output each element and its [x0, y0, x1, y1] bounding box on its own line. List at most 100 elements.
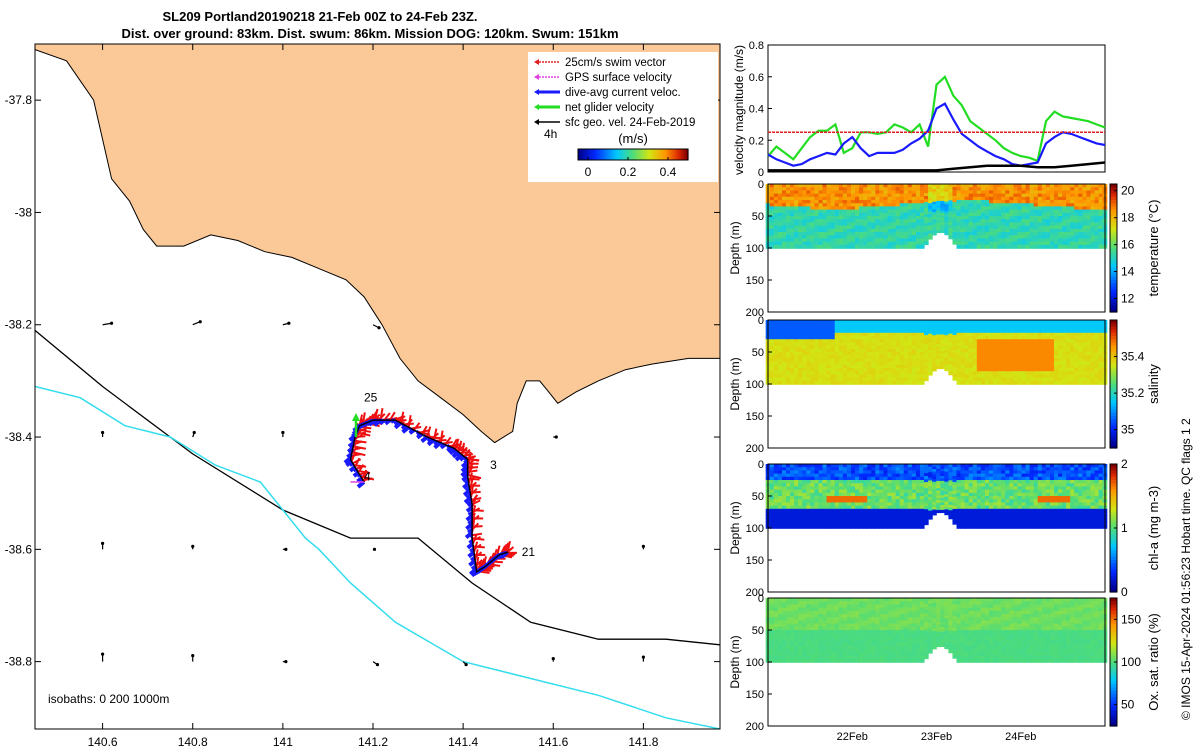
sal-panel-cell: [1037, 364, 1043, 369]
chl-panel-cell: [826, 476, 832, 481]
sal-panel-colorbar-cell: [1110, 384, 1117, 388]
chl-panel-cell: [879, 518, 884, 523]
temp-panel-cell: [907, 190, 913, 195]
sal-panel-cell: [944, 345, 949, 349]
sal-panel-cell: [924, 368, 929, 373]
sal-panel-cell: [818, 371, 824, 376]
sal-panel-cell: [1029, 326, 1035, 331]
temp-panel-cell: [786, 219, 791, 224]
temp-panel-cell: [944, 219, 949, 223]
sal-panel-cell: [997, 348, 1002, 353]
temp-panel-cell: [1013, 193, 1018, 198]
temp-panel-cell: [794, 216, 799, 220]
temp-panel-cell: [777, 209, 783, 214]
temp-panel-cell: [911, 216, 917, 220]
temp-panel-cell: [944, 199, 949, 203]
sal-panel-cell: [1013, 329, 1018, 334]
chl-panel-cell: [777, 512, 783, 516]
temp-panel-cell: [911, 200, 917, 204]
sal-panel-cell: [993, 380, 998, 385]
temp-panel-cell: [1017, 216, 1023, 220]
sal-panel-cell: [1001, 361, 1006, 366]
temp-panel-cell: [989, 241, 994, 246]
sal-panel-cell: [1062, 355, 1067, 360]
sal-panel-cell: [984, 364, 990, 369]
chl-panel-cell: [944, 469, 949, 473]
temp-panel-cell: [1078, 244, 1083, 249]
temp-panel-cell: [1062, 196, 1067, 201]
sal-panel-cell: [1001, 368, 1006, 372]
sal-panel-cell: [997, 361, 1002, 366]
temp-panel-cell: [802, 212, 807, 217]
sal-panel-cell: [1090, 329, 1096, 334]
sal-panel-cell: [1009, 345, 1014, 350]
temp-panel-cell: [842, 190, 848, 195]
map-y-tick-label: -38: [15, 205, 33, 219]
temp-panel-cell: [1037, 219, 1043, 224]
temp-panel-cell: [879, 225, 884, 230]
temp-panel-cell: [1086, 184, 1092, 188]
chl-panel-cell: [790, 473, 795, 478]
temp-panel-cell: [850, 219, 856, 224]
temp-panel-cell: [806, 200, 811, 204]
sal-panel-cell: [907, 377, 913, 382]
sal-panel-cell: [1005, 336, 1010, 340]
sal-panel-cell: [810, 320, 815, 324]
temp-panel-cell: [919, 187, 925, 192]
sal-panel-cell: [875, 339, 880, 344]
sal-panel-cell: [1025, 326, 1031, 331]
temp-panel-cell: [887, 222, 893, 227]
chl-panel-cell: [915, 492, 921, 497]
sal-panel-cell: [903, 368, 909, 372]
sal-panel-cell: [1066, 368, 1071, 372]
colorbar-cell: [675, 149, 678, 160]
temp-panel-cell: [875, 235, 880, 240]
colorbar-cell: [649, 149, 652, 160]
chl-panel-cell: [838, 476, 844, 481]
velocity-y-tick-label: 0.2: [749, 135, 764, 147]
chl-panel-cell: [956, 480, 962, 484]
chl-panel-cell: [806, 464, 811, 468]
temp-panel-cell: [875, 241, 880, 246]
temp-panel-cell: [956, 184, 962, 188]
temp-panel-cell: [790, 244, 795, 249]
sal-panel-cell: [980, 380, 986, 385]
temp-panel-cell: [980, 190, 986, 195]
chl-panel-cell: [871, 464, 876, 468]
chl-panel-cell: [850, 489, 856, 494]
temp-panel-cell: [1033, 238, 1039, 243]
chl-panel-cell: [855, 470, 860, 475]
isobath-label: isobaths: 0 200 1000m: [48, 692, 169, 706]
sal-panel-cell: [989, 336, 994, 340]
sal-panel-cell: [1066, 380, 1071, 385]
sal-panel-cell: [794, 323, 799, 328]
sal-panel-cell: [846, 380, 852, 385]
sal-panel-cell: [842, 345, 848, 350]
chl-panel-cell: [899, 473, 905, 478]
temp-panel-cell: [1053, 238, 1059, 243]
chl-panel-cell: [887, 473, 893, 478]
chl-panel-cell: [919, 467, 925, 472]
temp-panel-cell: [1049, 190, 1055, 195]
sal-panel-cell: [826, 364, 832, 369]
sal-panel-cell: [1066, 371, 1071, 376]
temp-panel-cell: [936, 188, 941, 193]
temp-panel-cell: [1021, 238, 1027, 243]
temp-panel-cell: [964, 232, 970, 236]
chl-panel-cell: [810, 521, 815, 526]
temp-panel-cell: [1058, 228, 1063, 233]
sal-panel-cell: [1005, 368, 1010, 372]
sal-panel-cell: [1041, 374, 1047, 379]
sal-panel-cell: [838, 332, 844, 337]
temp-panel-cell: [855, 184, 860, 188]
sal-panel-cell: [850, 368, 856, 372]
temp-panel-cell: [1017, 206, 1023, 211]
sal-panel-cell: [883, 332, 889, 337]
temp-panel-cell: [1025, 193, 1031, 198]
temp-panel-cell: [989, 184, 994, 188]
chl-panel-cell: [936, 478, 941, 482]
temp-panel-cell: [1094, 238, 1100, 243]
sal-panel-cell: [956, 339, 962, 344]
sal-panel-cell: [968, 377, 974, 382]
sal-panel-cell: [1086, 361, 1092, 366]
